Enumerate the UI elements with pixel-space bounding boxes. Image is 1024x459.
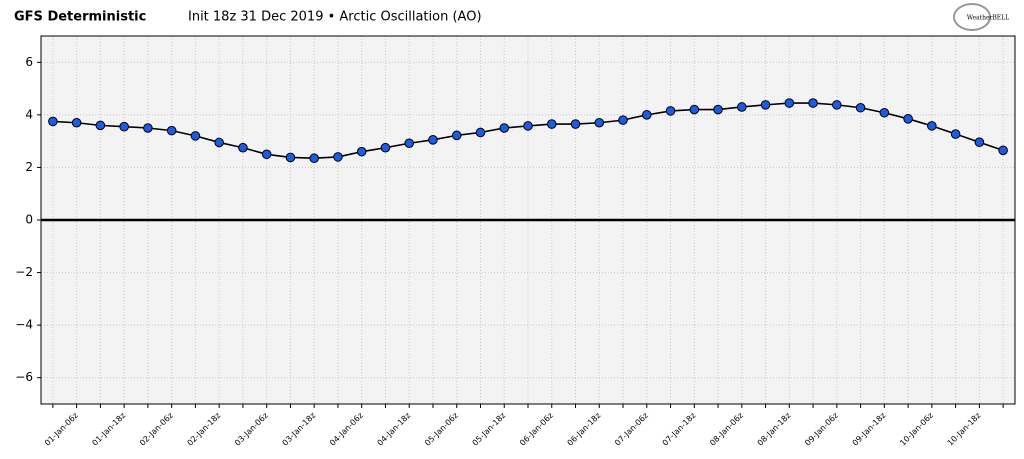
- data-point: [903, 114, 913, 124]
- x-tick-label: 09-Jan-18z: [851, 411, 888, 448]
- data-point: [71, 117, 82, 128]
- x-tick-label: 10-Jan-18z: [946, 411, 983, 448]
- data-point: [546, 119, 557, 129]
- plot-border: [40, 35, 1016, 405]
- data-point: [927, 121, 937, 131]
- x-tick-label: 02-Jan-06z: [138, 411, 175, 448]
- data-point: [499, 123, 510, 133]
- x-tick-label: 08-Jan-06z: [708, 411, 745, 448]
- x-tick-label: 04-Jan-18z: [376, 411, 413, 448]
- data-point: [143, 123, 153, 133]
- y-tick-label: −2: [15, 265, 33, 279]
- data-point: [570, 119, 581, 129]
- y-tick-label: 0: [25, 213, 33, 227]
- data-point: [333, 152, 343, 162]
- x-tick-label: 01-Jan-18z: [90, 411, 127, 448]
- chart-subtitle: Init 18z 31 Dec 2019 • Arctic Oscillatio…: [188, 10, 482, 25]
- x-tick-label: 05-Jan-06z: [423, 411, 460, 448]
- y-tick-label: 6: [25, 55, 33, 69]
- x-tick-label: 08-Jan-18z: [756, 411, 793, 448]
- data-point: [190, 131, 201, 141]
- data-point: [974, 137, 985, 147]
- data-point: [950, 129, 961, 139]
- data-point: [784, 98, 795, 108]
- y-tick-label: −4: [15, 318, 33, 332]
- data-point: [261, 149, 272, 160]
- data-point: [618, 115, 628, 125]
- x-tick-label: 05-Jan-18z: [471, 411, 508, 448]
- data-point: [214, 137, 224, 148]
- y-tick-label: 2: [25, 160, 33, 174]
- data-point: [855, 102, 866, 113]
- data-point: [356, 146, 367, 157]
- logo: WeatherBELL: [967, 15, 1009, 22]
- y-tick-label: −6: [15, 370, 33, 384]
- x-tick-label: 03-Jan-18z: [281, 411, 318, 448]
- data-point: [380, 142, 391, 153]
- data-point: [238, 142, 248, 153]
- data-point: [689, 104, 700, 115]
- x-tick-label: 09-Jan-06z: [803, 411, 840, 448]
- x-tick-label: 02-Jan-18z: [186, 411, 223, 448]
- data-point: [641, 110, 652, 120]
- x-tick-label: 07-Jan-18z: [661, 411, 698, 448]
- y-tick-label: 4: [25, 107, 33, 121]
- x-tick-label: 06-Jan-18z: [566, 411, 603, 448]
- data-point: [808, 98, 818, 108]
- data-point: [879, 107, 890, 118]
- data-point: [594, 117, 605, 128]
- data-point: [309, 153, 319, 164]
- data-point: [451, 130, 462, 141]
- data-point: [475, 127, 486, 138]
- data-point: [523, 121, 533, 131]
- logo-mark: [953, 3, 991, 31]
- x-tick-label: 03-Jan-06z: [233, 411, 270, 448]
- data-point: [760, 100, 771, 110]
- data-point: [404, 138, 415, 149]
- data-point: [119, 121, 129, 132]
- data-point: [832, 100, 842, 110]
- x-tick-label: 06-Jan-06z: [518, 411, 555, 448]
- x-tick-label: 01-Jan-06z: [43, 411, 80, 448]
- data-point: [428, 135, 438, 145]
- x-tick-label: 10-Jan-06z: [898, 411, 935, 448]
- data-point: [48, 116, 58, 127]
- data-point: [285, 152, 296, 163]
- data-point: [737, 102, 747, 112]
- data-point: [166, 125, 177, 136]
- data-point: [665, 106, 676, 116]
- data-point: [95, 120, 106, 131]
- data-point: [713, 104, 723, 115]
- x-tick-label: 07-Jan-06z: [613, 411, 650, 448]
- chart-title: GFS Deterministic: [14, 10, 146, 25]
- data-point: [998, 145, 1008, 156]
- x-tick-label: 04-Jan-06z: [328, 411, 365, 448]
